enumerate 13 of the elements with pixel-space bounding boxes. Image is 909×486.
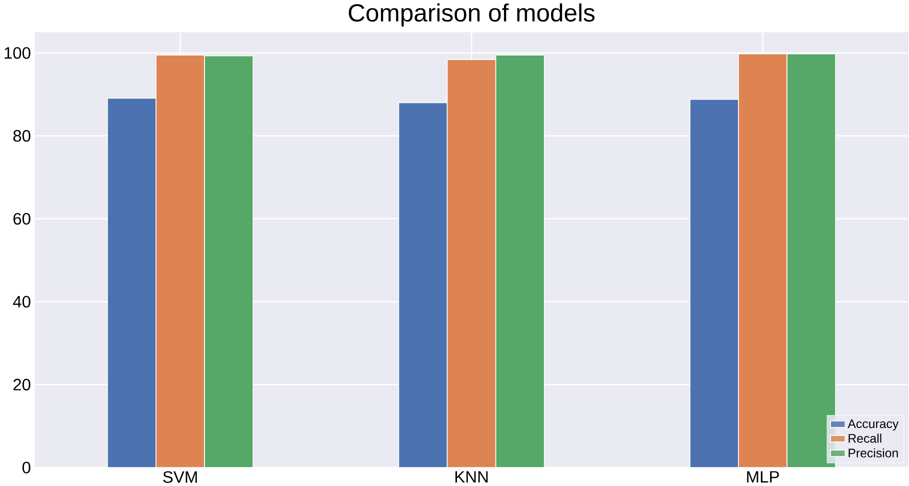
x-tick-label: KNN [455,471,488,482]
x-tick-label: SVM [163,471,197,483]
y-tick-label: 100 [4,46,30,59]
x-tick-label: MLP [747,471,779,482]
legend-label: Precision [848,448,898,458]
legend-label: Accuracy [848,419,899,430]
chart-title: Comparison of models [348,3,595,26]
y-tick-label: 0 [22,462,30,474]
y-tick-label: 40 [13,296,30,308]
y-tick-label: 20 [13,378,30,390]
y-tick-label: 80 [13,130,30,142]
y-tick-label: 60 [13,212,30,224]
legend-label: Recall [848,434,882,443]
